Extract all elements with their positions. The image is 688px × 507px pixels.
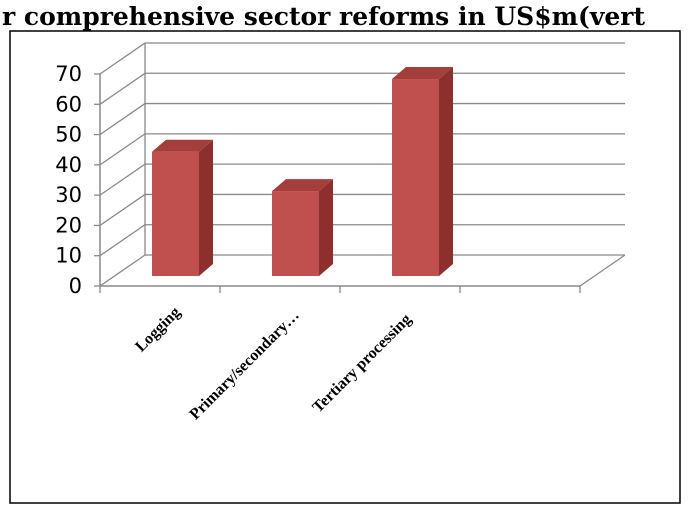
- gridline-side: [99, 224, 146, 257]
- gridline-side: [99, 42, 146, 75]
- y-tick-label: 10: [55, 244, 82, 268]
- bar-top: [152, 139, 213, 152]
- gridlines: [99, 42, 625, 287]
- bar: [152, 151, 199, 276]
- y-tick-label: 30: [55, 183, 82, 207]
- y-tick-labels: 0 10 20 30 40 50 60 70: [55, 62, 82, 298]
- chart-border: [9, 30, 681, 504]
- y-tick-label: 20: [55, 213, 82, 237]
- x-tick-label: Tertiary processing: [309, 311, 414, 416]
- bar: [392, 79, 439, 277]
- y-tick-label: 0: [69, 274, 82, 298]
- y-tick-label: 60: [55, 92, 82, 116]
- gridline-side: [99, 72, 146, 105]
- x-tick-label: Logging: [132, 304, 184, 356]
- gridline-side: [99, 133, 146, 166]
- bar-top: [392, 67, 453, 80]
- x-tick-labels: Logging Primary/secondary… Tertiary proces…: [132, 304, 415, 423]
- bar-side: [439, 67, 453, 277]
- gridline-side: [99, 103, 146, 136]
- x-tick-label: Primary/secondary…: [186, 307, 302, 423]
- y-tick-label: 50: [55, 123, 82, 147]
- bar-side: [199, 139, 213, 276]
- axes: [94, 43, 626, 293]
- gridline-side: [99, 254, 146, 287]
- bars: [152, 67, 453, 277]
- bar-top: [272, 179, 333, 192]
- gridline-side: [99, 163, 146, 196]
- bar-side: [319, 179, 333, 276]
- chart-title: r comprehensive sector reforms in US$m(v…: [2, 2, 645, 31]
- bar: [272, 191, 319, 276]
- y-tick-label: 70: [55, 62, 82, 86]
- floor-right-edge: [579, 254, 626, 287]
- y-tick-label: 40: [55, 153, 82, 177]
- gridline-side: [99, 193, 146, 226]
